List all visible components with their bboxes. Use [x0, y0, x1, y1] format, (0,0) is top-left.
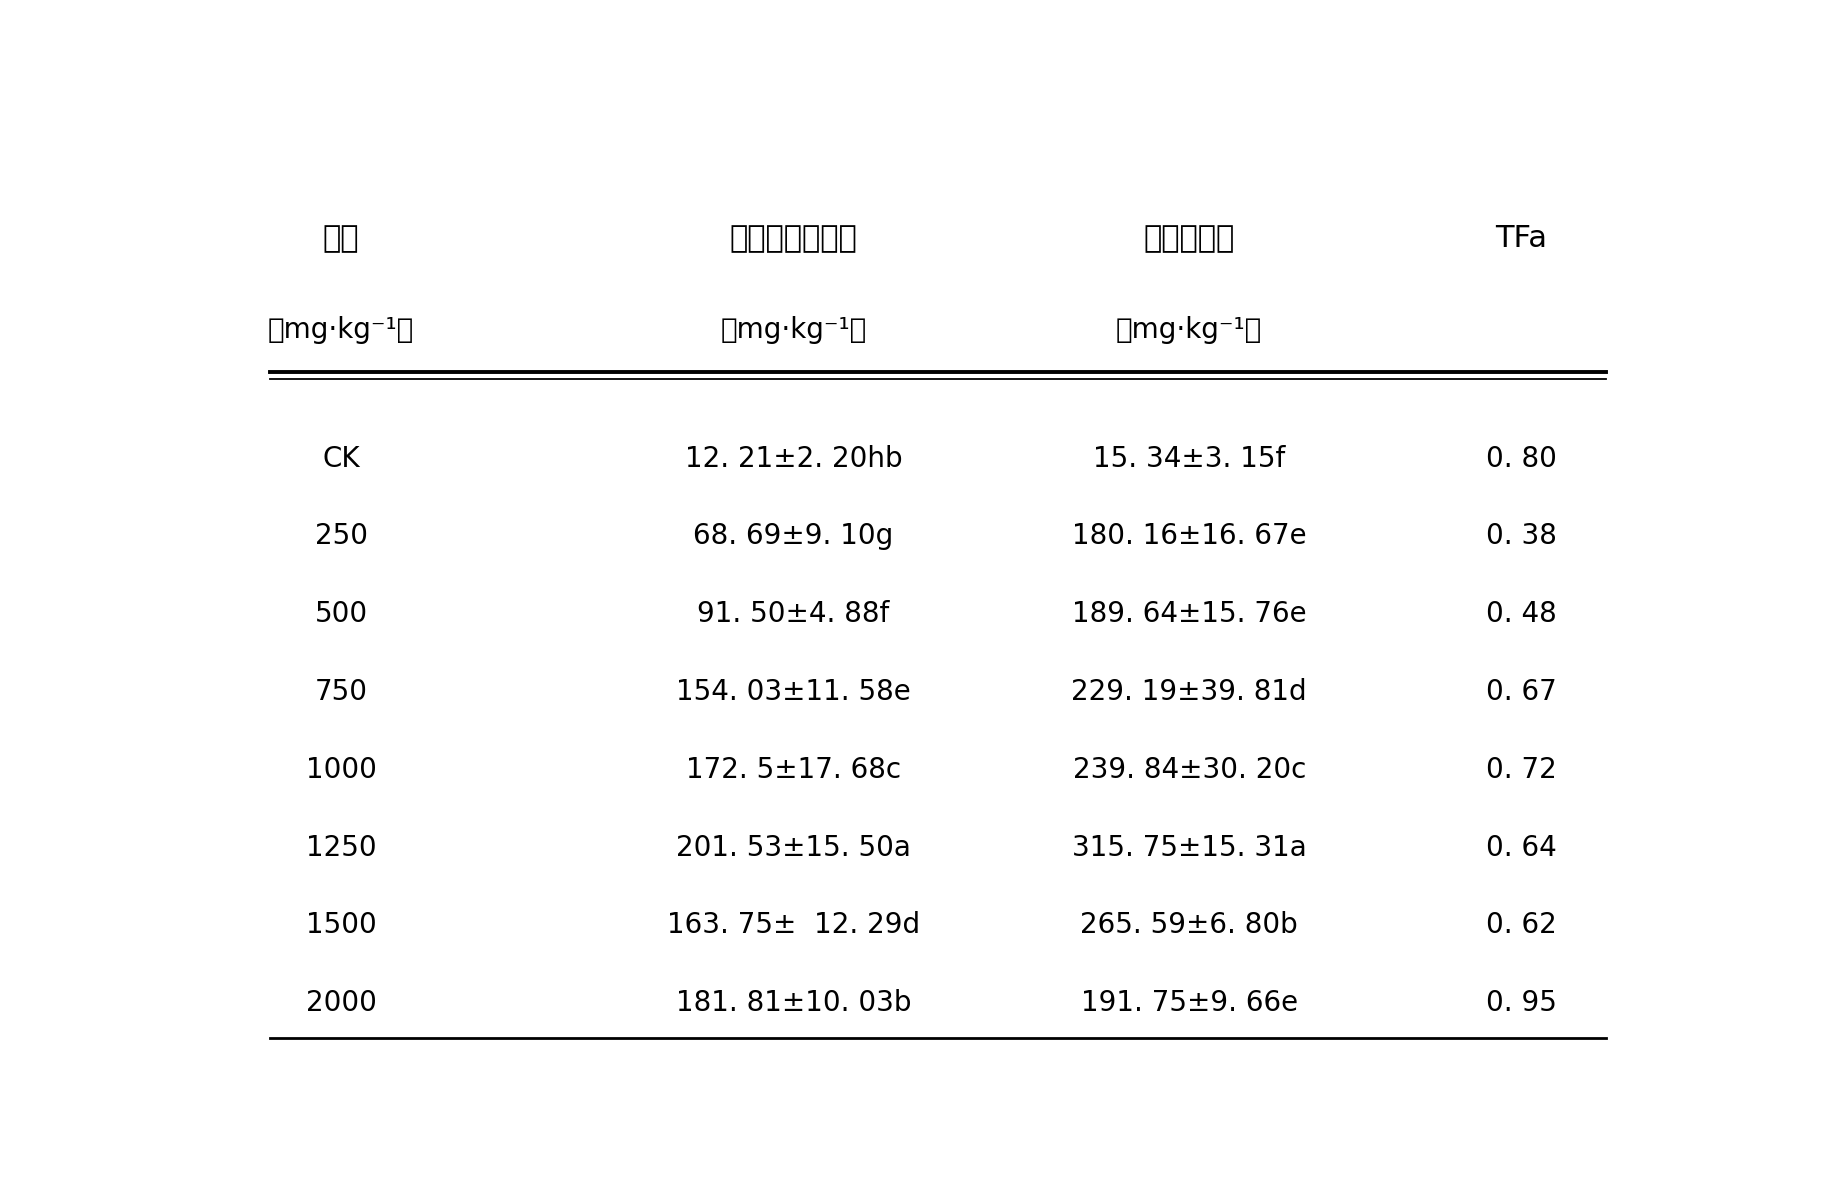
Text: 0. 64: 0. 64: [1486, 833, 1557, 862]
Text: 239. 84±30. 20c: 239. 84±30. 20c: [1072, 756, 1305, 784]
Text: 229. 19±39. 81d: 229. 19±39. 81d: [1070, 678, 1307, 706]
Text: 189. 64±15. 76e: 189. 64±15. 76e: [1072, 600, 1305, 628]
Text: 163. 75±  12. 29d: 163. 75± 12. 29d: [667, 912, 919, 939]
Text: （mg·kg⁻¹）: （mg·kg⁻¹）: [1116, 316, 1262, 345]
Text: 1500: 1500: [306, 912, 376, 939]
Text: 0. 72: 0. 72: [1486, 756, 1557, 784]
Text: 201. 53±15. 50a: 201. 53±15. 50a: [676, 833, 910, 862]
Text: 154. 03±11. 58e: 154. 03±11. 58e: [676, 678, 910, 706]
Text: TFa: TFa: [1495, 225, 1546, 253]
Text: （mg·kg⁻¹）: （mg·kg⁻¹）: [268, 316, 414, 345]
Text: 15. 34±3. 15f: 15. 34±3. 15f: [1092, 445, 1285, 472]
Text: 68. 69±9. 10g: 68. 69±9. 10g: [693, 522, 893, 551]
Text: 0. 80: 0. 80: [1486, 445, 1557, 472]
Text: 750: 750: [314, 678, 368, 706]
Text: 265. 59±6. 80b: 265. 59±6. 80b: [1079, 912, 1298, 939]
Text: 250: 250: [314, 522, 368, 551]
Text: 180. 16±16. 67e: 180. 16±16. 67e: [1072, 522, 1305, 551]
Text: 0. 95: 0. 95: [1486, 989, 1557, 1018]
Text: 91. 50±4. 88f: 91. 50±4. 88f: [696, 600, 890, 628]
Text: （mg·kg⁻¹）: （mg·kg⁻¹）: [720, 316, 866, 345]
Text: 0. 38: 0. 38: [1486, 522, 1557, 551]
Text: 组别: 组别: [323, 225, 359, 253]
Text: 315. 75±15. 31a: 315. 75±15. 31a: [1072, 833, 1305, 862]
Text: 0. 48: 0. 48: [1486, 600, 1557, 628]
Text: 191. 75±9. 66e: 191. 75±9. 66e: [1079, 989, 1298, 1018]
Text: 500: 500: [314, 600, 368, 628]
Text: 0. 67: 0. 67: [1486, 678, 1557, 706]
Text: 181. 81±10. 03b: 181. 81±10. 03b: [675, 989, 912, 1018]
Text: 地上部分富集量: 地上部分富集量: [729, 225, 857, 253]
Text: 2000: 2000: [306, 989, 376, 1018]
Text: 1000: 1000: [306, 756, 376, 784]
Text: CK: CK: [323, 445, 359, 472]
Text: 1250: 1250: [306, 833, 376, 862]
Text: 0. 62: 0. 62: [1486, 912, 1557, 939]
Text: 根部富集量: 根部富集量: [1143, 225, 1234, 253]
Text: 172. 5±17. 68c: 172. 5±17. 68c: [685, 756, 901, 784]
Text: 12. 21±2. 20hb: 12. 21±2. 20hb: [684, 445, 902, 472]
